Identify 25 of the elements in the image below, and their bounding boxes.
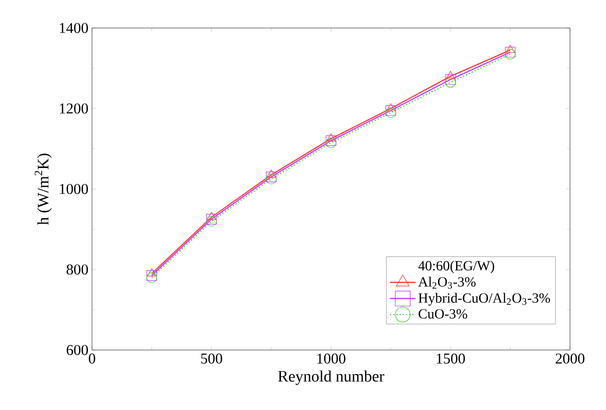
x-axis-title: Reynold number (278, 370, 384, 385)
point (147, 268, 156, 276)
legend-label: Al$_{2}$O$_{3}$-3% (418, 276, 476, 289)
point (266, 170, 276, 178)
point (326, 133, 336, 142)
y-tick-label: 1200 (60, 103, 88, 114)
x-tick-label: 500 (201, 354, 222, 364)
y-tick-label: 1000 (60, 184, 88, 194)
x-tick-label: 2000 (556, 354, 584, 364)
point (445, 77, 456, 88)
x-tick-label: 1000 (317, 354, 346, 364)
legend-label: CuO-3% (418, 309, 468, 319)
point (206, 212, 216, 220)
y-tick-label: 1400 (60, 22, 88, 34)
x-tick-label: 1500 (436, 354, 465, 364)
point (386, 103, 396, 112)
y-tick-label: 600 (66, 344, 88, 356)
point (506, 44, 515, 53)
x-tick-label: 0 (88, 354, 96, 364)
y-tick-label: 800 (66, 264, 88, 275)
legend-title: 40:60(EG/W) (418, 260, 494, 274)
y-axis-title: h (W/m$^{2}$K) (34, 154, 52, 225)
point (446, 71, 456, 80)
point (445, 74, 456, 85)
legend-label: Hybrid-CuO/Al$_{2}$O$_{3}$-3% (418, 292, 550, 306)
